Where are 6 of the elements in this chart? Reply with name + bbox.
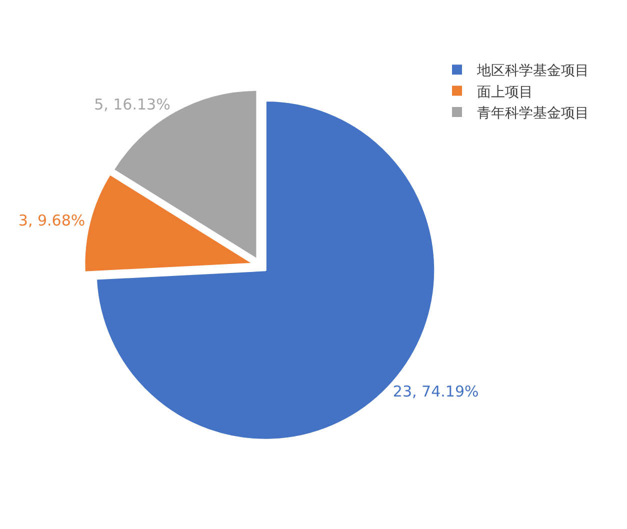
legend-label: 地区科学基金项目 xyxy=(476,63,589,80)
legend-label: 青年科学基金项目 xyxy=(477,105,589,122)
legend-label: 面上项目 xyxy=(477,84,533,100)
data-label: 23, 74.19% xyxy=(392,382,479,400)
data-label: 3, 9.68% xyxy=(18,212,86,230)
data-label: 5, 16.13% xyxy=(94,95,170,114)
